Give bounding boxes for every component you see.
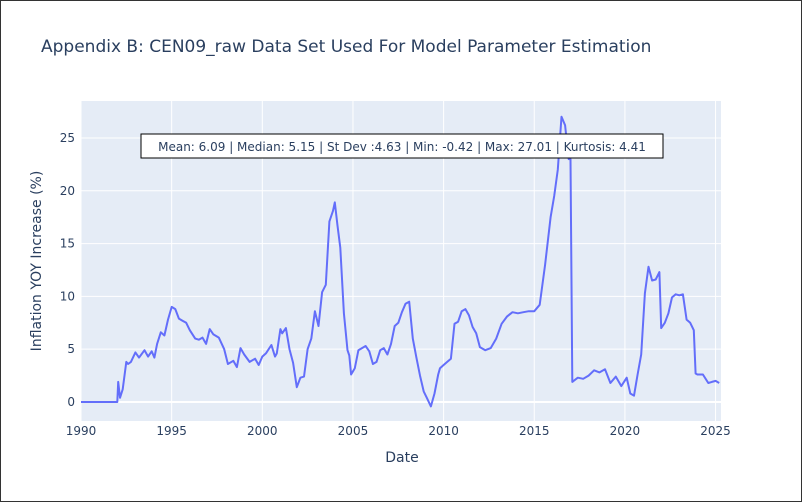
tick-label-layer: 1990 1995 2000 2005 2010 2015 2020 202505101520…: [60, 131, 731, 438]
stats-annotation: Mean: 6.09 | Median: 5.15 | St Dev :4.63…: [140, 133, 664, 159]
x-tick-label: 1990: [66, 424, 97, 438]
y-tick-label: 10: [60, 289, 75, 303]
y-tick-label: 20: [60, 184, 75, 198]
x-tick-label: 2015: [519, 424, 550, 438]
y-axis-title: Inflation YOY Increase (%): [29, 171, 45, 352]
y-tick-label: 15: [60, 237, 75, 251]
x-tick-label: 2005: [338, 424, 369, 438]
x-tick-label: 2010: [428, 424, 459, 438]
annotation-text: Mean: 6.09 | Median: 5.15 | St Dev :4.63…: [158, 140, 646, 154]
y-tick-label: 5: [67, 342, 75, 356]
x-tick-label: 2000: [247, 424, 278, 438]
chart-title: Appendix B: CEN09_raw Data Set Used For …: [41, 37, 651, 57]
series-line: [81, 115, 720, 408]
x-tick-label: 2020: [610, 424, 641, 438]
x-tick-label: 1995: [156, 424, 187, 438]
x-tick-label: 2025: [700, 424, 731, 438]
y-tick-label: 25: [60, 131, 75, 145]
x-axis-title: Date: [385, 450, 418, 466]
y-tick-label: 0: [67, 395, 75, 409]
annotation-box: [140, 133, 664, 159]
